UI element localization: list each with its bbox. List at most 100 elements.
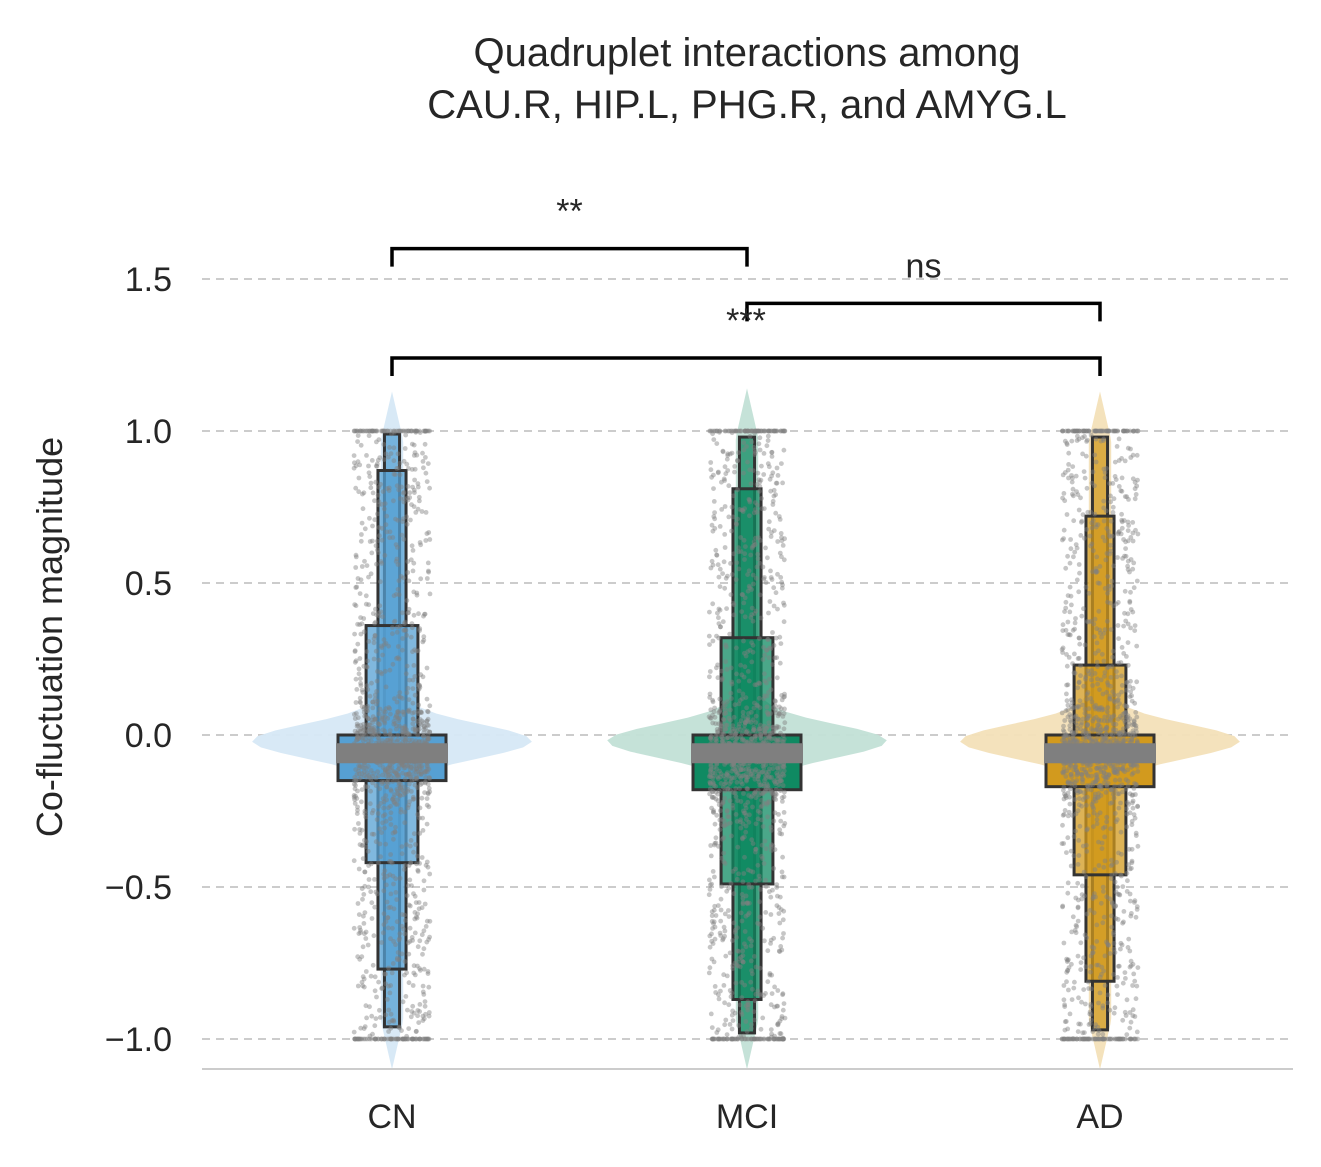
strip-point: [385, 925, 391, 931]
strip-point: [351, 793, 357, 798]
strip-point: [726, 885, 732, 891]
strip-point: [775, 473, 781, 478]
strip-point: [383, 428, 388, 434]
strip-point: [707, 965, 713, 971]
strip-point: [363, 929, 369, 935]
strip-point: [738, 954, 744, 960]
strip-point: [357, 462, 363, 468]
strip-point: [770, 502, 776, 507]
strip-point: [1077, 570, 1082, 576]
strip-point: [360, 944, 366, 950]
strip-point: [761, 506, 767, 511]
strip-point: [1130, 520, 1136, 525]
strip-point: [733, 980, 739, 986]
strip-point: [1082, 535, 1087, 541]
strip-point: [1095, 1024, 1101, 1030]
strip-point: [1127, 891, 1133, 897]
strip-point: [1105, 942, 1111, 948]
strip-point: [774, 725, 780, 730]
strip-point: [362, 869, 368, 875]
strip-point: [415, 506, 421, 512]
strip-point: [761, 1036, 766, 1042]
strip-point: [411, 849, 416, 855]
strip-point: [1132, 781, 1137, 786]
strip-point: [745, 669, 751, 674]
strip-point: [364, 453, 369, 458]
strip-point: [366, 639, 372, 644]
strip-point: [712, 841, 718, 846]
strip-point: [1067, 723, 1073, 729]
strip-point: [738, 767, 744, 772]
strip-point: [768, 894, 774, 900]
strip-point: [734, 736, 739, 741]
strip-point: [1099, 840, 1105, 846]
strip-point: [757, 447, 763, 453]
strip-point: [764, 647, 770, 653]
strip-point: [729, 450, 735, 456]
strip-point: [1076, 507, 1082, 513]
strip-point: [765, 723, 771, 729]
strip-point: [730, 966, 736, 971]
strip-point: [1094, 659, 1100, 665]
strip-point: [354, 734, 360, 740]
strip-point: [412, 972, 418, 978]
strip-point: [376, 437, 382, 442]
strip-point: [1063, 793, 1069, 798]
strip-point: [414, 592, 420, 598]
strip-point: [421, 724, 427, 730]
strip-point: [1081, 428, 1086, 434]
strip-point: [415, 963, 420, 969]
strip-point: [1125, 621, 1131, 627]
strip-point: [1075, 905, 1081, 911]
strip-point: [715, 776, 721, 781]
strip-point: [372, 633, 378, 639]
strip-point: [393, 801, 399, 807]
strip-point: [745, 428, 751, 434]
strip-point: [743, 428, 748, 434]
strip-point: [1076, 716, 1082, 722]
strip-point: [1130, 1013, 1136, 1019]
strip-point: [1102, 953, 1108, 959]
strip-point: [781, 794, 787, 800]
strip-point: [724, 1032, 730, 1037]
strip-point: [1080, 512, 1086, 517]
strip-point: [711, 921, 716, 927]
strip-point: [756, 792, 762, 798]
strip-point: [402, 776, 408, 782]
strip-point: [387, 667, 393, 673]
strip-point: [402, 931, 408, 937]
strip-point: [735, 1036, 740, 1042]
strip-point: [369, 550, 375, 556]
strip-point: [368, 768, 374, 773]
strip-point: [729, 572, 735, 577]
strip-point: [1104, 709, 1110, 715]
strip-point: [391, 445, 397, 451]
strip-point: [401, 763, 407, 768]
strip-point: [781, 1036, 786, 1042]
strip-point: [427, 485, 432, 491]
strip-point: [728, 707, 733, 713]
strip-point: [738, 662, 743, 668]
strip-point: [749, 640, 754, 645]
strip-point: [370, 490, 376, 496]
boxen-cn: [336, 432, 448, 1029]
strip-point: [386, 488, 392, 493]
strip-point: [779, 1036, 785, 1042]
strip-point: [1107, 1036, 1113, 1042]
strip-point: [1073, 616, 1078, 621]
strip-point: [420, 983, 426, 989]
strip-point: [404, 727, 409, 733]
strip-point: [1071, 705, 1077, 710]
strip-point: [766, 428, 772, 434]
strip-point: [1132, 496, 1138, 502]
strip-point: [780, 1035, 786, 1041]
strip-point: [1079, 896, 1085, 902]
strip-point: [1110, 481, 1116, 486]
strip-point: [782, 428, 788, 434]
strip-point: [706, 774, 712, 779]
strip-point: [420, 674, 426, 680]
strip-point: [770, 887, 775, 893]
strip-point: [760, 790, 766, 796]
strip-point: [393, 770, 399, 776]
strip-point: [375, 1036, 381, 1042]
